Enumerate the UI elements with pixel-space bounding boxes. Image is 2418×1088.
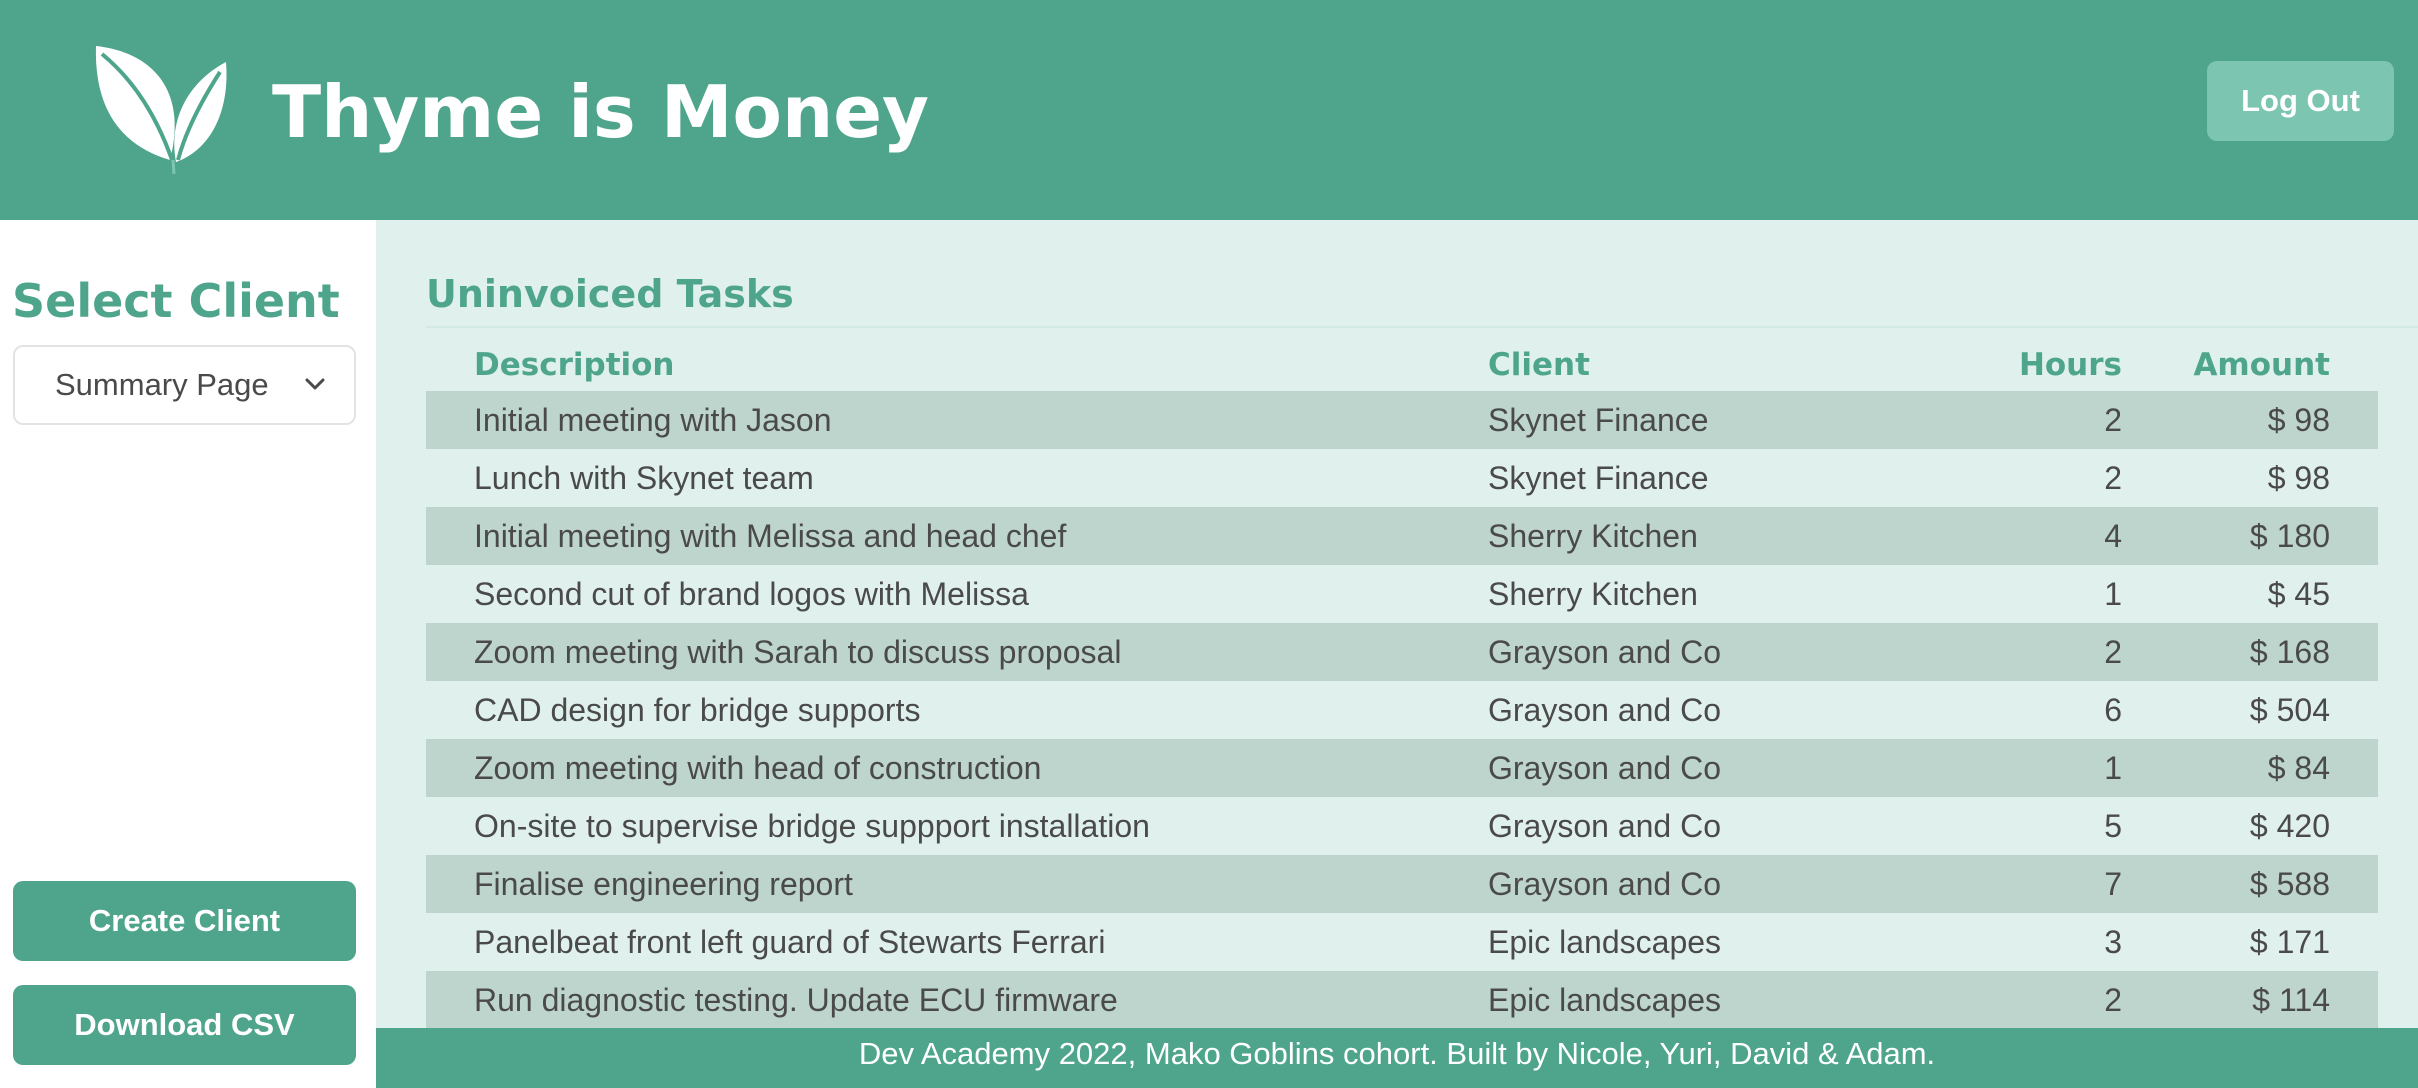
- app-header: Thyme is Money Log Out: [0, 0, 2418, 220]
- table-header-row: Description Client Hours Amount: [426, 338, 2378, 391]
- heading-divider: [426, 326, 2418, 328]
- table-row: Run diagnostic testing. Update ECU firmw…: [426, 971, 2378, 1028]
- task-description: Panelbeat front left guard of Stewarts F…: [474, 923, 1106, 960]
- sidebar: Select Client Summary Page Create Client…: [0, 220, 376, 1088]
- task-client: Epic landscapes: [1488, 923, 1722, 960]
- main-content: Uninvoiced Tasks Description Client Hour…: [376, 220, 2418, 1028]
- footer-credits: Dev Academy 2022, Mako Goblins cohort. B…: [376, 1028, 2418, 1088]
- table-row: Second cut of brand logos with Melissa Sh…: [426, 565, 2378, 623]
- task-description: Zoom meeting with Sarah to discuss propo…: [474, 633, 1122, 670]
- task-description: Zoom meeting with head of construction: [474, 749, 1042, 786]
- task-description: Lunch with Skynet team: [474, 459, 814, 496]
- task-client: Grayson and Co: [1488, 633, 1722, 670]
- task-amount: $ 180: [2249, 517, 2330, 554]
- header-amount: Amount: [2193, 346, 2330, 383]
- task-description: Initial meeting with Melissa and head ch…: [474, 517, 1067, 554]
- task-client: Sherry Kitchen: [1488, 517, 1698, 554]
- task-amount: $ 420: [2249, 807, 2330, 844]
- logout-button[interactable]: Log Out: [2207, 61, 2394, 141]
- task-description: Finalise engineering report: [474, 865, 853, 902]
- table-row: On-site to supervise bridge suppport ins…: [426, 797, 2378, 855]
- table-row: Panelbeat front left guard of Stewarts F…: [426, 913, 2378, 971]
- table-row: Lunch with Skynet team Skynet Finance 2 $ 9…: [426, 449, 2378, 507]
- client-select-value: Summary Page: [55, 367, 269, 402]
- table-row: Zoom meeting with head of construction Gr…: [426, 739, 2378, 797]
- task-client: Grayson and Co: [1488, 865, 1722, 902]
- task-amount: $ 84: [2267, 749, 2330, 786]
- uninvoiced-tasks-heading: Uninvoiced Tasks: [426, 272, 794, 316]
- table-row: CAD design for bridge supports Grayson an…: [426, 681, 2378, 739]
- task-hours: 2: [2104, 633, 2122, 670]
- task-client: Grayson and Co: [1488, 807, 1722, 844]
- task-description: Initial meeting with Jason: [474, 401, 832, 438]
- task-client: Skynet Finance: [1488, 401, 1709, 438]
- task-client: Grayson and Co: [1488, 749, 1722, 786]
- task-amount: $ 171: [2249, 923, 2330, 960]
- table-row: Initial meeting with Melissa and head ch…: [426, 507, 2378, 565]
- task-amount: $ 504: [2249, 691, 2330, 728]
- task-hours: 6: [2104, 691, 2122, 728]
- task-hours: 4: [2104, 517, 2122, 554]
- task-description: CAD design for bridge supports: [474, 691, 921, 728]
- header-client: Client: [1488, 346, 1590, 383]
- task-amount: $ 98: [2267, 459, 2330, 496]
- select-client-heading: Select Client: [12, 274, 340, 328]
- task-hours: 1: [2104, 749, 2122, 786]
- client-select[interactable]: Summary Page: [13, 345, 356, 425]
- task-description: Second cut of brand logos with Melissa: [474, 575, 1029, 612]
- sprout-leaves-icon: [95, 46, 227, 174]
- header-description: Description: [474, 346, 675, 383]
- task-amount: $ 114: [2252, 981, 2330, 1018]
- task-description: On-site to supervise bridge suppport ins…: [474, 807, 1150, 844]
- task-hours: 2: [2104, 981, 2122, 1018]
- table-row: Finalise engineering report Grayson and C…: [426, 855, 2378, 913]
- task-amount: $ 168: [2249, 633, 2330, 670]
- task-client: Grayson and Co: [1488, 691, 1722, 728]
- task-description: Run diagnostic testing. Update ECU firmw…: [474, 981, 1118, 1018]
- table-row: Zoom meeting with Sarah to discuss propo…: [426, 623, 2378, 681]
- task-client: Skynet Finance: [1488, 459, 1709, 496]
- task-hours: 5: [2104, 807, 2122, 844]
- header-hours: Hours: [2018, 346, 2122, 383]
- task-hours: 1: [2104, 575, 2122, 612]
- task-hours: 2: [2104, 459, 2122, 496]
- task-hours: 2: [2104, 401, 2122, 438]
- task-amount: $ 98: [2267, 401, 2330, 438]
- task-amount: $ 45: [2267, 575, 2330, 612]
- task-amount: $ 588: [2249, 865, 2330, 902]
- task-client: Sherry Kitchen: [1488, 575, 1698, 612]
- tasks-table: Description Client Hours Amount Initial …: [426, 338, 2378, 1028]
- app-title: Thyme is Money: [272, 70, 929, 154]
- task-hours: 7: [2104, 865, 2122, 902]
- download-csv-button[interactable]: Download CSV: [13, 985, 356, 1065]
- chevron-down-icon: [305, 378, 325, 390]
- table-row: Initial meeting with Jason Skynet Finance…: [426, 391, 2378, 449]
- create-client-button[interactable]: Create Client: [13, 881, 356, 961]
- task-client: Epic landscapes: [1488, 981, 1722, 1018]
- task-hours: 3: [2104, 923, 2122, 960]
